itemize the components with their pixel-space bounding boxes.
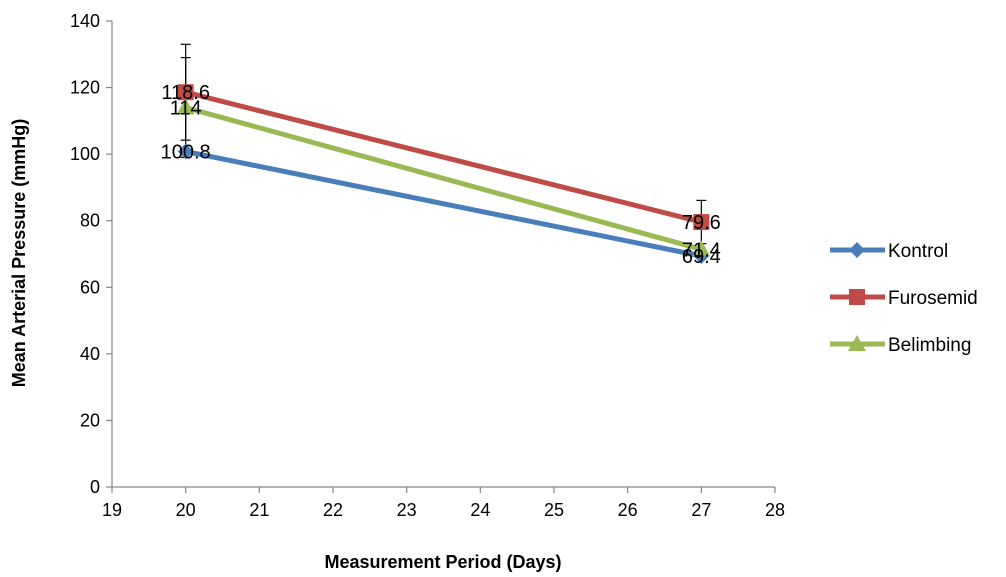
series-lines [185, 89, 702, 259]
legend-marker [849, 242, 865, 258]
legend-marker [848, 335, 866, 351]
x-tick-label: 27 [691, 500, 711, 520]
x-tick-label: 25 [544, 500, 564, 520]
data-label-kontrol: 100.8 [161, 141, 211, 163]
data-label-furosemid: 79.6 [682, 212, 721, 234]
data-point-furosemid [693, 214, 710, 231]
series-line-furosemid [185, 89, 702, 225]
series-line-belimbing [185, 105, 702, 252]
x-axis-title: Measurement Period (Days) [324, 552, 561, 572]
data-point-furosemid [177, 84, 194, 101]
y-tick-label: 20 [80, 410, 100, 430]
data-point-belimbing [692, 240, 711, 257]
x-tick-label: 22 [323, 500, 343, 520]
y-axis-title: Mean Arterial Pressure (mmHg) [9, 119, 29, 387]
x-tick-label: 24 [470, 500, 490, 520]
x-tick-label: 20 [176, 500, 196, 520]
legend-label: Kontrol [888, 241, 948, 262]
legend-label: Belimbing [888, 335, 971, 356]
y-tick-label: 60 [80, 277, 100, 297]
error-bars [180, 43, 707, 245]
legend-marker [849, 289, 865, 305]
data-point-belimbing [176, 98, 195, 115]
data-label-belimbing: 114 [170, 98, 202, 120]
legend-item-furosemid: Furosemid [830, 288, 978, 309]
legend-item-kontrol: Kontrol [830, 241, 948, 262]
series-markers [176, 84, 711, 264]
x-tick-label: 26 [618, 500, 638, 520]
data-label-furosemid: 118.6 [161, 82, 210, 104]
legend-label: Furosemid [888, 288, 978, 309]
legend-item-belimbing: Belimbing [830, 335, 971, 356]
y-tick-label: 140 [70, 11, 100, 31]
data-point-kontrol [177, 143, 194, 160]
legend: Kontrol Furosemid Belimbing [830, 241, 978, 356]
x-tick-label: 28 [765, 500, 785, 520]
data-label-kontrol: 69.4 [682, 246, 721, 268]
x-axis-ticks: 19 20 21 22 23 24 25 26 27 28 [102, 487, 785, 520]
series-line-kontrol [185, 149, 702, 259]
data-labels: 100.8 69.4 118.6 79.6 114 71.4 [161, 82, 721, 268]
y-tick-label: 0 [90, 477, 100, 497]
x-tick-label: 23 [397, 500, 417, 520]
y-tick-label: 100 [70, 144, 100, 164]
y-axis-ticks: 0 20 40 60 80 100 120 140 [70, 11, 112, 497]
axes [111, 21, 775, 488]
y-tick-label: 120 [70, 78, 100, 98]
x-tick-label: 21 [249, 500, 269, 520]
y-tick-label: 80 [80, 211, 100, 231]
data-label-belimbing: 71.4 [682, 239, 721, 261]
x-tick-label: 19 [102, 500, 122, 520]
y-tick-label: 40 [80, 344, 100, 364]
